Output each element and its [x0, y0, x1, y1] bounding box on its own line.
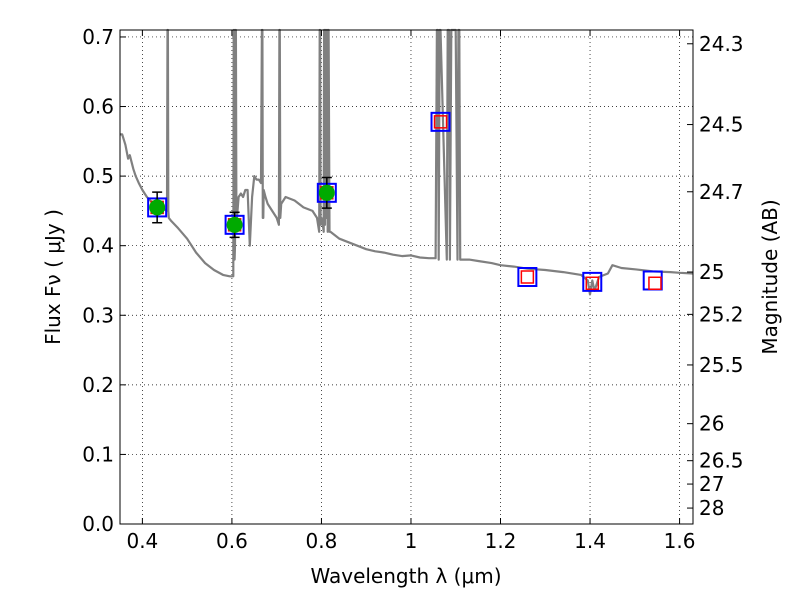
x-tick-label: 1 — [405, 529, 418, 553]
tick-labels: 0.4 0.6 0.8 1 1.2 1.4 1.6 0.0 0.1 0.2 0.3 0.4 0.5 0.6… — [82, 25, 743, 553]
y2-tick-label: 28 — [699, 496, 724, 520]
y2-tick-label: 27 — [699, 472, 724, 496]
observed-square — [430, 111, 451, 132]
model-spectrum — [120, 28, 694, 296]
y2-tick-label: 25.5 — [699, 353, 744, 377]
y-tick-label: 0.7 — [82, 25, 114, 49]
model-square — [585, 276, 600, 291]
observed-square — [517, 267, 538, 287]
x-tick-label: 0.6 — [216, 529, 248, 553]
x-tick-label: 1.6 — [664, 529, 696, 553]
y2-tick-label: 24.3 — [699, 32, 744, 56]
y-tick-label: 0.2 — [82, 373, 114, 397]
ticks — [120, 30, 693, 525]
x-axis-title: Wavelength λ (μm) — [310, 564, 501, 588]
flux-point — [226, 216, 243, 233]
x-tick-label: 1.4 — [574, 529, 606, 553]
model-square — [520, 270, 535, 284]
x-tick-label: 0.8 — [306, 529, 338, 553]
y2-tick-label: 26 — [699, 412, 724, 436]
y2-tick-label: 25.2 — [699, 302, 744, 326]
y-tick-label: 0.1 — [82, 442, 114, 466]
observed-square — [582, 271, 603, 292]
flux-point — [149, 199, 166, 216]
y2-tick-label: 26.5 — [699, 449, 744, 473]
model-square — [648, 276, 662, 291]
y-tick-label: 0.0 — [82, 512, 114, 536]
y2-tick-label: 24.7 — [699, 180, 744, 204]
plot-area — [147, 111, 663, 292]
y-axis-title: Flux Fν ( μJy ) — [41, 209, 65, 345]
flux-point — [318, 184, 335, 201]
model-square — [433, 115, 448, 129]
y-tick-label: 0.5 — [82, 164, 114, 188]
x-tick-label: 1.2 — [485, 529, 517, 553]
x-tick-label: 0.4 — [126, 529, 158, 553]
y2-axis-title: Magnitude (AB) — [758, 199, 782, 354]
spectrum-line — [120, 28, 694, 296]
observed-square — [642, 270, 663, 291]
grid — [120, 30, 693, 525]
y2-tick-label: 24.5 — [699, 113, 744, 137]
plot-frame — [119, 29, 694, 525]
y-tick-label: 0.4 — [82, 234, 114, 258]
y-tick-label: 0.3 — [82, 303, 114, 327]
y2-tick-label: 25 — [699, 260, 724, 284]
y-tick-label: 0.6 — [82, 95, 114, 119]
